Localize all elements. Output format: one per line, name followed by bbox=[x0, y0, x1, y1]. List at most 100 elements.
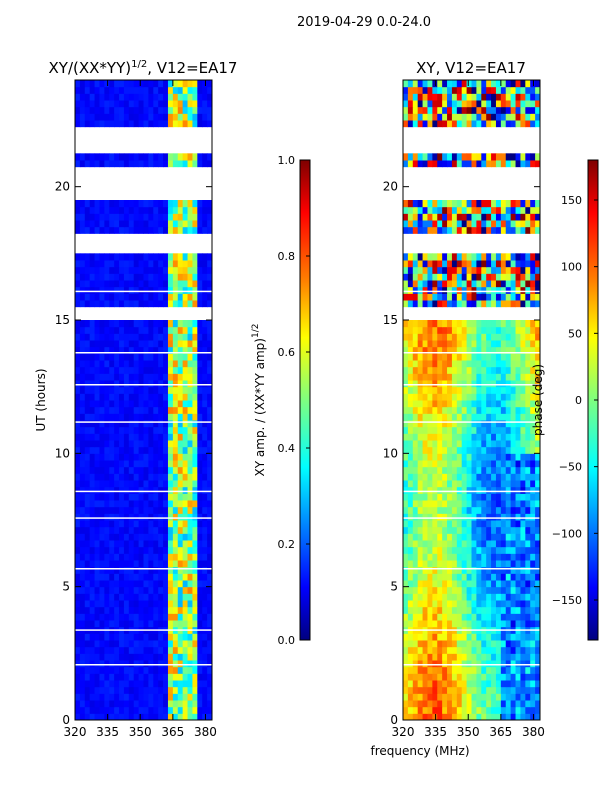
heatmap-cell bbox=[505, 400, 512, 408]
heatmap-cell bbox=[94, 333, 100, 341]
heatmap-cell bbox=[437, 426, 443, 434]
heatmap-cell bbox=[407, 440, 414, 448]
heatmap-cell bbox=[476, 380, 482, 388]
heatmap-cell bbox=[123, 700, 130, 708]
heatmap-cell bbox=[75, 680, 81, 688]
heatmap-cell bbox=[75, 200, 81, 208]
heatmap-cell bbox=[187, 646, 193, 654]
heatmap-cell bbox=[197, 560, 203, 568]
heatmap-cell bbox=[177, 413, 184, 421]
heatmap-cell bbox=[407, 673, 414, 681]
heatmap-cell bbox=[403, 460, 409, 468]
heatmap-cell bbox=[89, 666, 96, 674]
heatmap-cell bbox=[143, 506, 149, 514]
heatmap-cell bbox=[128, 93, 135, 101]
heatmap-cell bbox=[407, 400, 414, 408]
heatmap-cell bbox=[79, 100, 86, 108]
heatmap-cell bbox=[481, 473, 487, 481]
heatmap-cell bbox=[99, 680, 105, 688]
heatmap-cell bbox=[182, 473, 189, 481]
heatmap-cell bbox=[99, 213, 105, 221]
heatmap-cell bbox=[75, 266, 81, 274]
heatmap-cell bbox=[163, 586, 169, 594]
heatmap-cell bbox=[75, 420, 81, 428]
heatmap-cell bbox=[192, 440, 198, 448]
heatmap-cell bbox=[84, 280, 91, 288]
heatmap-cell bbox=[182, 653, 189, 661]
heatmap-cell bbox=[197, 326, 203, 334]
heatmap-cell bbox=[207, 540, 212, 548]
heatmap-cell bbox=[505, 446, 512, 454]
heatmap-cell bbox=[407, 606, 414, 614]
heatmap-cell bbox=[432, 200, 438, 208]
heatmap-cell bbox=[138, 80, 144, 88]
heatmap-cell bbox=[94, 540, 100, 548]
heatmap-cell bbox=[84, 373, 91, 381]
heatmap-cell bbox=[525, 93, 531, 101]
heatmap-cell bbox=[75, 520, 81, 528]
heatmap-cell bbox=[158, 673, 164, 681]
heatmap-cell bbox=[153, 620, 159, 628]
heatmap-cell bbox=[158, 446, 164, 454]
heatmap-cell bbox=[119, 293, 125, 301]
heatmap-cell bbox=[202, 580, 208, 588]
heatmap-cell bbox=[133, 420, 140, 428]
heatmap-cell bbox=[407, 600, 414, 608]
heatmap-cell bbox=[177, 666, 184, 674]
heatmap-cell bbox=[158, 260, 164, 268]
heatmap-cell bbox=[167, 466, 174, 474]
heatmap-cell bbox=[505, 366, 512, 374]
heatmap-cell bbox=[520, 153, 526, 161]
heatmap-cell bbox=[471, 346, 477, 354]
heatmap-cell bbox=[442, 673, 448, 681]
heatmap-cell bbox=[427, 253, 433, 261]
heatmap-cell bbox=[422, 433, 428, 441]
heatmap-cell bbox=[172, 160, 179, 168]
heatmap-cell bbox=[481, 206, 487, 214]
heatmap-cell bbox=[495, 333, 502, 341]
heatmap-cell bbox=[466, 486, 472, 494]
heatmap-cell bbox=[99, 120, 105, 128]
heatmap-cell bbox=[114, 380, 120, 388]
heatmap-cell bbox=[520, 226, 526, 234]
heatmap-cell bbox=[192, 433, 198, 441]
heatmap-cell bbox=[94, 400, 100, 408]
heatmap-cell bbox=[491, 473, 497, 481]
heatmap-cell bbox=[447, 713, 453, 720]
heatmap-cell bbox=[471, 86, 477, 94]
heatmap-cell bbox=[104, 373, 110, 381]
heatmap-cell bbox=[133, 333, 140, 341]
heatmap-cell bbox=[158, 346, 164, 354]
heatmap-cell bbox=[163, 106, 169, 114]
heatmap-cell bbox=[94, 620, 100, 628]
heatmap-cell bbox=[403, 86, 409, 94]
heatmap-cell bbox=[167, 540, 174, 548]
heatmap-cell bbox=[94, 153, 100, 161]
heatmap-cell bbox=[525, 513, 531, 521]
heatmap-cell bbox=[520, 560, 526, 568]
heatmap-cell bbox=[79, 486, 86, 494]
heatmap-cell bbox=[495, 326, 502, 334]
heatmap-cell bbox=[177, 280, 184, 288]
heatmap-cell bbox=[515, 566, 521, 574]
heatmap-cell bbox=[133, 300, 140, 308]
heatmap-cell bbox=[486, 293, 492, 301]
heatmap-cell bbox=[422, 593, 428, 601]
heatmap-cell bbox=[75, 693, 81, 701]
heatmap-cell bbox=[104, 486, 110, 494]
heatmap-cell bbox=[119, 213, 125, 221]
heatmap-cell bbox=[427, 206, 433, 214]
heatmap-cell bbox=[158, 93, 164, 101]
heatmap-cell bbox=[153, 480, 159, 488]
heatmap-cell bbox=[84, 200, 91, 208]
heatmap-cell bbox=[471, 480, 477, 488]
heatmap-cell bbox=[94, 420, 100, 428]
heatmap-cell bbox=[427, 700, 433, 708]
heatmap-cell bbox=[133, 520, 140, 528]
heatmap-cell bbox=[456, 700, 463, 708]
heatmap-cell bbox=[109, 113, 115, 121]
heatmap-cell bbox=[407, 426, 414, 434]
heatmap-cell bbox=[456, 413, 463, 421]
heatmap-cell bbox=[515, 420, 521, 428]
heatmap-cell bbox=[182, 360, 189, 368]
